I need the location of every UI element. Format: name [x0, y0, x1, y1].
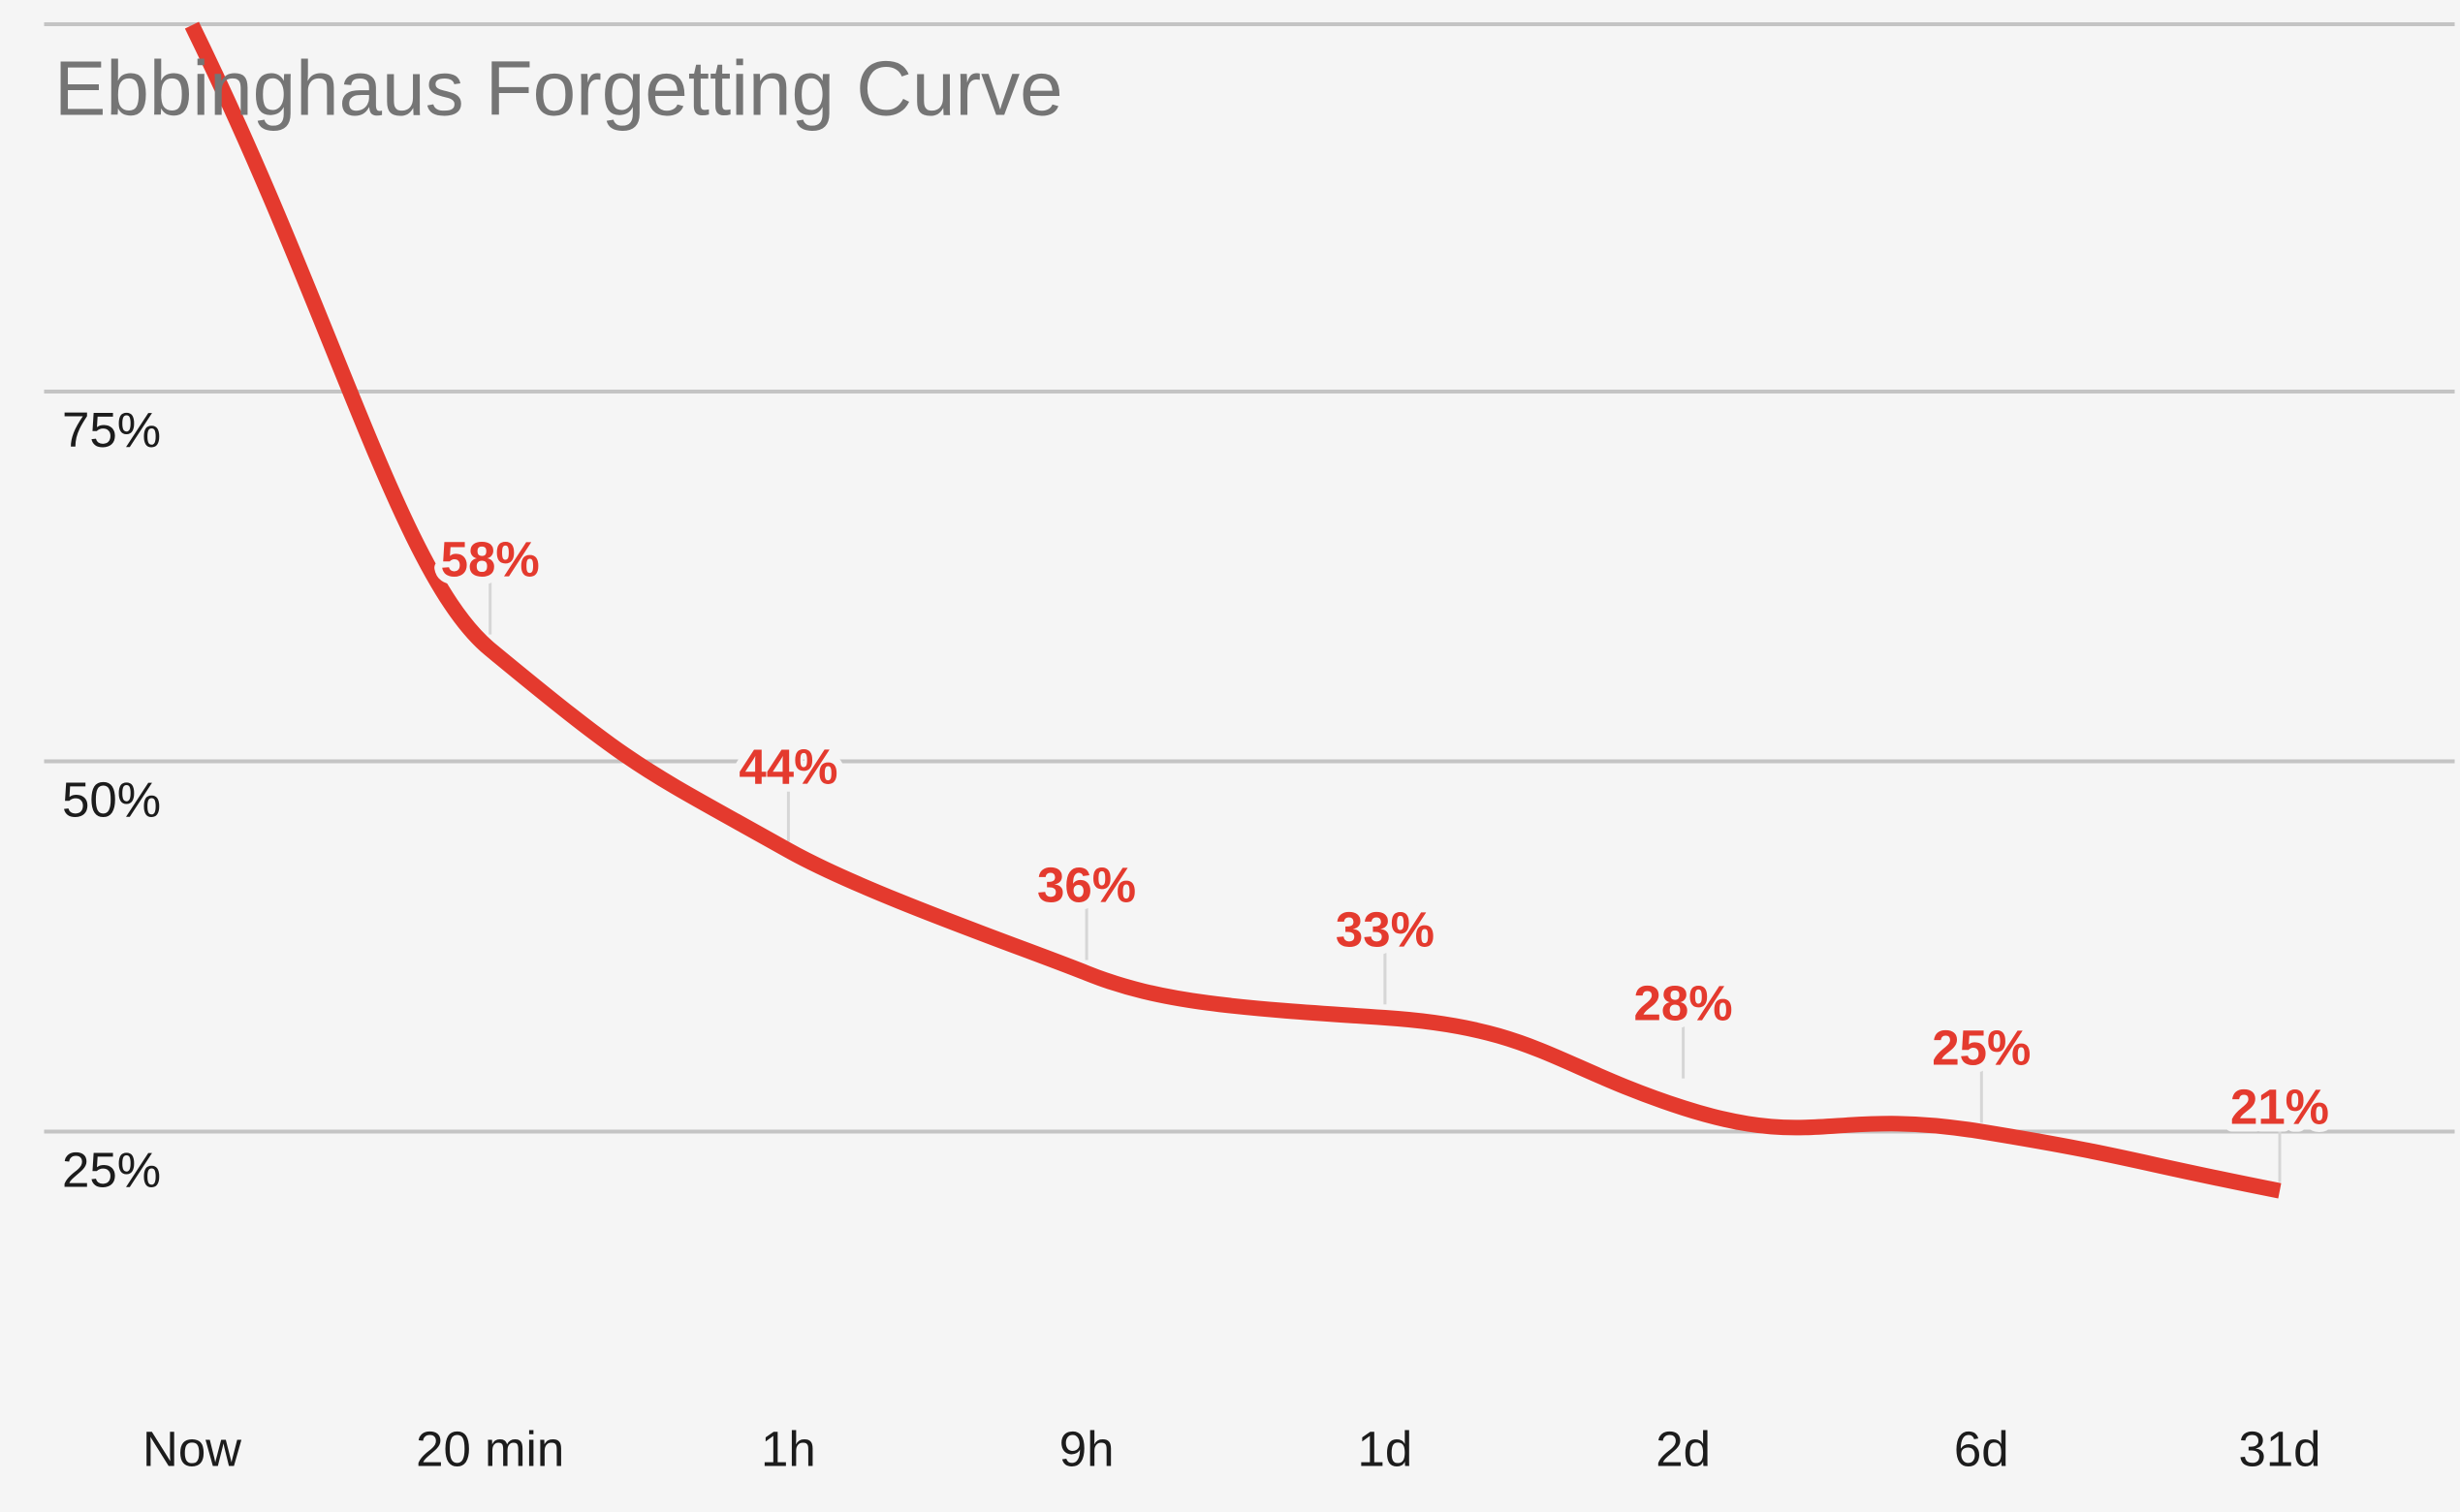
- svg-text:50%: 50%: [62, 772, 161, 828]
- svg-text:25%: 25%: [1932, 1021, 2031, 1076]
- svg-text:44%: 44%: [739, 739, 837, 794]
- svg-text:1h: 1h: [761, 1422, 816, 1477]
- svg-text:6d: 6d: [1954, 1422, 2009, 1477]
- svg-text:25%: 25%: [62, 1143, 161, 1198]
- svg-text:28%: 28%: [1634, 976, 1733, 1031]
- svg-text:Ebbinghaus Forgetting Curve: Ebbinghaus Forgetting Curve: [54, 46, 1063, 132]
- svg-text:21%: 21%: [2230, 1080, 2329, 1135]
- svg-text:58%: 58%: [441, 532, 540, 587]
- svg-text:75%: 75%: [62, 402, 161, 457]
- svg-text:20 min: 20 min: [416, 1422, 564, 1477]
- svg-text:1d: 1d: [1358, 1422, 1413, 1477]
- svg-text:2d: 2d: [1656, 1422, 1711, 1477]
- svg-text:31d: 31d: [2238, 1422, 2320, 1477]
- svg-text:33%: 33%: [1336, 901, 1435, 957]
- svg-text:9h: 9h: [1059, 1422, 1115, 1477]
- svg-text:Now: Now: [142, 1422, 241, 1477]
- svg-text:36%: 36%: [1037, 858, 1136, 913]
